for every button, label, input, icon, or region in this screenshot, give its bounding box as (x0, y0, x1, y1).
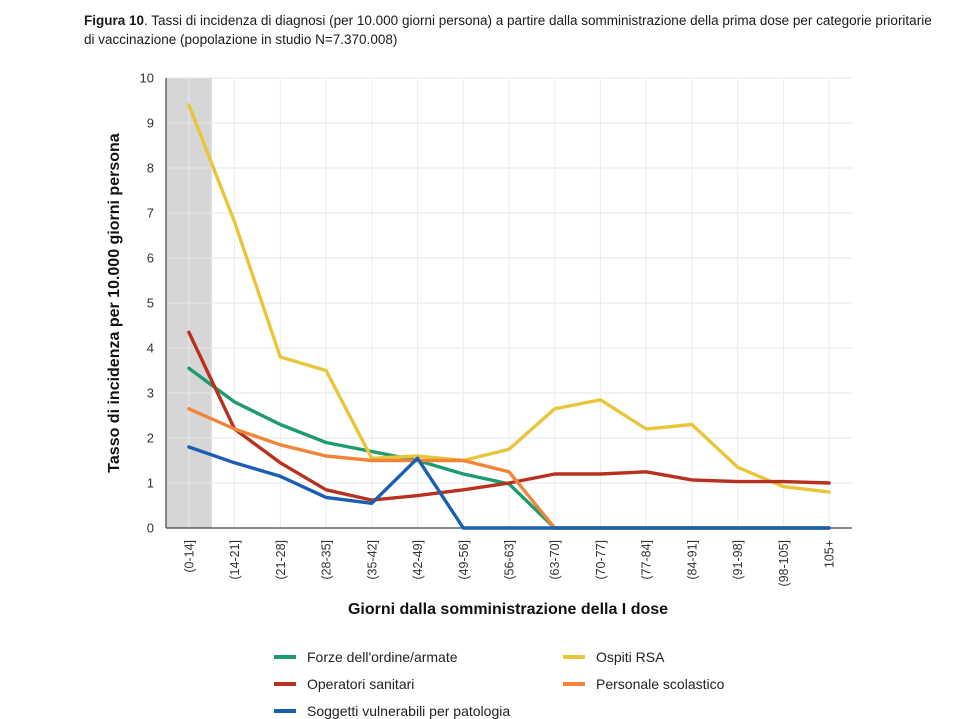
legend-item-forze-dell-ordine-armate: Forze dell'ordine/armate (274, 649, 458, 665)
x-tick-label: (70-77] (594, 540, 608, 580)
x-tick-label: (77-84] (640, 540, 654, 580)
y-axis-title: Tasso di incidenza per 10.000 giorni per… (106, 133, 123, 472)
x-tick-label: (56-63] (503, 540, 517, 580)
caption-text: . Tassi di incidenza di diagnosi (per 10… (84, 13, 932, 47)
legend-label: Ospiti RSA (596, 649, 665, 665)
x-tick-label: (21-28] (274, 540, 288, 580)
x-tick-label: (91-98] (731, 540, 745, 580)
series-line-ospiti-rsa (187, 103, 831, 494)
x-tick-label: (98-105] (777, 540, 791, 587)
x-tick-label: (63-70] (548, 540, 562, 580)
x-axis-title: Giorni dalla somministrazione della I do… (348, 601, 668, 618)
y-tick-label: 10 (140, 71, 154, 86)
x-tick-label: (0-14] (182, 540, 196, 573)
x-tick-label: (49-56] (457, 540, 471, 580)
y-tick-label: 3 (147, 386, 154, 401)
legend-label: Personale scolastico (596, 676, 725, 692)
y-tick-label: 2 (147, 431, 154, 446)
y-tick-label: 4 (147, 341, 154, 356)
y-tick-label: 5 (147, 296, 154, 311)
x-tick-label: (42-49] (411, 540, 425, 580)
x-tick-label: (35-42] (365, 540, 379, 580)
y-tick-label: 1 (147, 476, 154, 491)
legend-label: Operatori sanitari (307, 676, 414, 692)
legend-label: Soggetti vulnerabili per patologia (307, 703, 510, 719)
y-tick-label: 8 (147, 161, 154, 176)
legend-label: Forze dell'ordine/armate (307, 649, 458, 665)
caption-lead: Figura 10 (84, 13, 145, 28)
legend-item-personale-scolastico: Personale scolastico (563, 676, 725, 692)
legend-item-soggetti-vulnerabili-per-patologia: Soggetti vulnerabili per patologia (274, 703, 510, 719)
legend-item-ospiti-rsa: Ospiti RSA (563, 649, 665, 665)
x-tick-label: (28-35] (320, 540, 334, 580)
x-tick-label: 105+ (823, 540, 837, 568)
y-tick-label: 7 (147, 206, 154, 221)
figure-caption: Figura 10. Tassi di incidenza di diagnos… (84, 11, 944, 49)
y-tick-label: 9 (147, 116, 154, 131)
y-tick-label: 6 (147, 251, 154, 266)
x-tick-label: (84-91] (685, 540, 699, 580)
series-line-soggetti-vulnerabili-per-patologia (187, 445, 831, 530)
y-tick-label: 0 (147, 521, 154, 536)
x-tick-label: (14-21] (228, 540, 242, 580)
series-line-operatori-sanitari (187, 330, 831, 502)
legend-item-operatori-sanitari: Operatori sanitari (274, 676, 414, 692)
